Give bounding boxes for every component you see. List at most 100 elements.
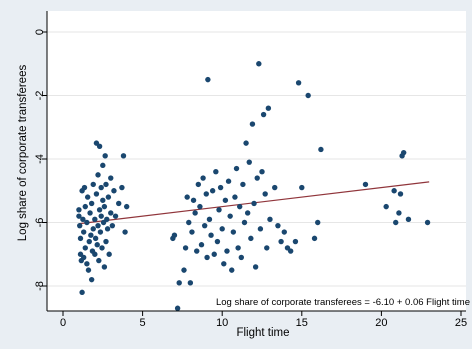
data-point bbox=[194, 248, 200, 254]
data-point bbox=[97, 229, 104, 235]
data-point bbox=[249, 121, 256, 127]
data-point bbox=[106, 251, 112, 257]
data-point bbox=[397, 191, 404, 197]
data-point bbox=[184, 194, 190, 200]
axes: -8 -6 -4 -2 0 0 5 10 15 20 25 bbox=[34, 11, 467, 329]
data-point bbox=[251, 200, 257, 207]
data-point bbox=[259, 169, 265, 175]
data-point bbox=[80, 229, 87, 235]
data-point bbox=[119, 184, 125, 191]
data-point bbox=[305, 92, 311, 99]
data-point bbox=[405, 216, 412, 223]
data-point bbox=[104, 226, 111, 232]
data-point bbox=[100, 162, 106, 169]
data-point bbox=[315, 219, 321, 226]
data-point bbox=[197, 203, 203, 210]
data-point bbox=[217, 184, 224, 191]
fit-equation-label: Log share of corporate transferees = -6.… bbox=[216, 297, 470, 308]
data-point bbox=[81, 184, 88, 191]
x-tick-label: 5 bbox=[140, 317, 146, 329]
data-point bbox=[84, 194, 91, 200]
data-point bbox=[221, 261, 227, 267]
data-point bbox=[95, 222, 101, 229]
y-tick-label: -6 bbox=[34, 218, 46, 228]
data-point bbox=[295, 80, 302, 86]
data-point bbox=[213, 169, 219, 175]
data-point bbox=[76, 213, 82, 219]
x-axis-title: Flight time bbox=[236, 327, 289, 339]
data-point bbox=[100, 197, 106, 203]
data-point bbox=[116, 200, 122, 207]
data-point bbox=[181, 267, 187, 273]
data-point bbox=[79, 289, 85, 296]
data-point bbox=[424, 219, 431, 226]
data-point bbox=[95, 172, 101, 178]
data-point bbox=[257, 226, 264, 232]
data-point bbox=[400, 149, 407, 156]
data-point bbox=[98, 213, 104, 219]
y-tick-label: -8 bbox=[34, 281, 46, 291]
data-point bbox=[201, 222, 208, 229]
data-point bbox=[391, 188, 397, 194]
data-point bbox=[219, 226, 225, 232]
data-points bbox=[76, 61, 431, 311]
data-point bbox=[265, 105, 272, 111]
data-point bbox=[243, 140, 249, 146]
data-point bbox=[235, 245, 241, 251]
data-point bbox=[383, 203, 389, 210]
data-point bbox=[200, 175, 206, 181]
data-point bbox=[84, 261, 90, 267]
data-point bbox=[90, 226, 96, 232]
data-point bbox=[192, 210, 198, 216]
data-point bbox=[111, 188, 117, 194]
data-point bbox=[318, 146, 324, 153]
data-point bbox=[80, 216, 86, 223]
data-point bbox=[232, 194, 238, 200]
data-point bbox=[189, 229, 195, 235]
data-point bbox=[205, 76, 211, 83]
data-point bbox=[311, 235, 318, 242]
data-point bbox=[260, 111, 267, 118]
data-point bbox=[85, 267, 92, 273]
data-point bbox=[208, 232, 214, 238]
x-tick-label: 15 bbox=[296, 317, 308, 329]
data-point bbox=[88, 200, 95, 207]
data-point bbox=[362, 181, 369, 188]
data-point bbox=[229, 267, 235, 273]
y-axis-title: Log share of corporate transferees bbox=[17, 65, 29, 242]
data-point bbox=[80, 254, 87, 261]
data-point bbox=[278, 238, 284, 245]
data-point bbox=[108, 210, 114, 216]
x-tick-label: 0 bbox=[60, 317, 66, 329]
data-point bbox=[198, 242, 205, 248]
data-point bbox=[122, 229, 128, 235]
data-point bbox=[87, 210, 93, 216]
data-point bbox=[187, 280, 194, 286]
data-point bbox=[248, 235, 254, 242]
data-point bbox=[82, 203, 88, 210]
data-point bbox=[238, 254, 245, 261]
data-point bbox=[171, 232, 178, 238]
data-point bbox=[182, 245, 189, 251]
data-point bbox=[233, 165, 240, 172]
data-point bbox=[82, 245, 88, 251]
data-point bbox=[92, 235, 99, 242]
data-point bbox=[120, 153, 127, 159]
data-point bbox=[102, 153, 108, 159]
data-point bbox=[96, 143, 103, 149]
data-point bbox=[96, 207, 103, 213]
data-point bbox=[209, 188, 216, 194]
data-point bbox=[240, 181, 246, 188]
data-point bbox=[99, 245, 105, 251]
data-point bbox=[176, 280, 182, 286]
data-point bbox=[103, 181, 109, 188]
data-point bbox=[230, 229, 237, 235]
data-point bbox=[104, 216, 110, 223]
data-point bbox=[101, 264, 108, 270]
data-point bbox=[108, 175, 114, 181]
data-point bbox=[186, 219, 192, 226]
data-point bbox=[393, 219, 399, 226]
data-point bbox=[190, 197, 197, 203]
data-point bbox=[109, 222, 116, 229]
